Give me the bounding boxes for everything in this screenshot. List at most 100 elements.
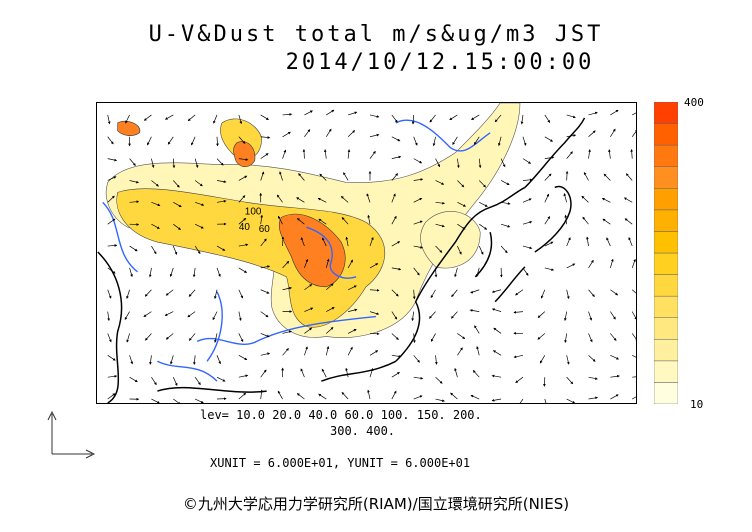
wind-vector <box>367 389 371 400</box>
wind-vector <box>435 223 445 228</box>
wind-vector <box>326 327 334 334</box>
wind-vector <box>107 158 118 162</box>
wind-vector <box>391 155 402 159</box>
wind-vector <box>391 289 399 297</box>
wind-vector <box>608 149 611 159</box>
wind-vector <box>216 136 219 147</box>
wind-vector <box>326 283 334 291</box>
wind-vector <box>277 390 283 400</box>
wind-vector <box>143 114 152 121</box>
wind-vector <box>304 346 308 356</box>
wind-vector <box>164 311 174 316</box>
wind-vector <box>260 171 265 181</box>
wind-vector <box>282 348 289 356</box>
wind-vector <box>129 158 136 167</box>
wind-vector <box>172 245 178 255</box>
wind-vector <box>430 289 436 299</box>
wind-vector <box>413 158 423 164</box>
wind-vector <box>369 114 380 118</box>
wind-vector <box>500 180 510 185</box>
wind-vector <box>282 113 293 116</box>
wind-vector <box>519 398 524 403</box>
wind-vector <box>610 128 616 137</box>
wind-vector <box>151 398 160 403</box>
wind-vector <box>169 267 174 278</box>
wind-vector <box>107 114 111 125</box>
wind-vector <box>544 156 555 159</box>
wind-vector <box>369 133 380 138</box>
wind-vector <box>151 158 155 168</box>
wind-vector <box>435 201 446 205</box>
wind-vector <box>623 197 633 203</box>
wind-vector <box>107 355 116 361</box>
wind-vector <box>165 289 174 296</box>
wind-vector <box>164 114 174 120</box>
wind-vector <box>457 202 467 207</box>
wind-vector <box>238 392 247 400</box>
wind-vector <box>544 114 551 123</box>
wind-vector <box>296 197 305 203</box>
wind-vector <box>632 355 636 358</box>
wind-vector <box>434 355 438 365</box>
wind-vector <box>216 180 227 183</box>
wind-vector <box>411 114 415 125</box>
wind-vector <box>145 333 152 341</box>
wind-vector <box>347 149 351 159</box>
wind-vector <box>188 289 196 297</box>
wind-vector <box>260 238 267 247</box>
wind-vector <box>412 333 416 344</box>
wind-vector <box>148 267 152 278</box>
wind-vector <box>369 150 376 159</box>
wind-vectors <box>107 109 636 403</box>
wind-vector <box>282 131 291 138</box>
wind-vector <box>172 377 178 386</box>
wind-vector <box>457 347 463 356</box>
wind-vector <box>107 136 114 145</box>
wind-vector <box>348 111 358 116</box>
wind-vector <box>632 396 636 400</box>
wind-vector <box>451 289 458 298</box>
wind-vector <box>610 258 614 268</box>
wind-vector <box>193 355 196 365</box>
wind-vector <box>610 109 619 116</box>
wind-vector <box>479 202 488 207</box>
wind-vector <box>478 245 484 255</box>
wind-vector <box>491 398 502 402</box>
wind-vector <box>151 202 161 207</box>
wind-vector <box>276 194 283 203</box>
wind-vector <box>260 214 263 225</box>
wind-vector <box>588 396 599 400</box>
wind-vector <box>144 289 152 297</box>
colorbar-step <box>654 317 678 340</box>
wind-vector <box>369 288 380 292</box>
wind-vector <box>537 311 546 319</box>
colorbar-step <box>654 188 678 211</box>
wind-vector <box>341 391 349 400</box>
wind-vector <box>107 311 111 322</box>
wind-vector <box>435 398 445 402</box>
wind-vector <box>500 245 508 254</box>
wind-vector <box>173 398 182 403</box>
wind-vector <box>413 245 424 249</box>
wind-vector <box>322 237 327 247</box>
colorbar-step <box>654 295 678 318</box>
wind-vector <box>238 136 246 144</box>
wind-vector <box>602 218 611 225</box>
wind-vector <box>610 394 619 400</box>
wind-vector <box>588 355 596 362</box>
wind-vector <box>544 216 551 225</box>
wind-vector <box>279 171 283 181</box>
wind-vector <box>129 355 134 365</box>
wind-vector <box>582 216 589 225</box>
wind-vector <box>391 114 398 123</box>
wind-vector <box>347 346 353 356</box>
wind-vector <box>588 111 598 116</box>
wind-vector <box>610 333 617 341</box>
wind-vector <box>318 218 327 225</box>
wind-vector <box>345 367 349 378</box>
wind-vector <box>340 196 349 203</box>
wind-vector <box>566 398 576 403</box>
wind-vector <box>494 114 502 123</box>
wind-vector <box>304 307 314 312</box>
wind-vector <box>323 149 327 159</box>
